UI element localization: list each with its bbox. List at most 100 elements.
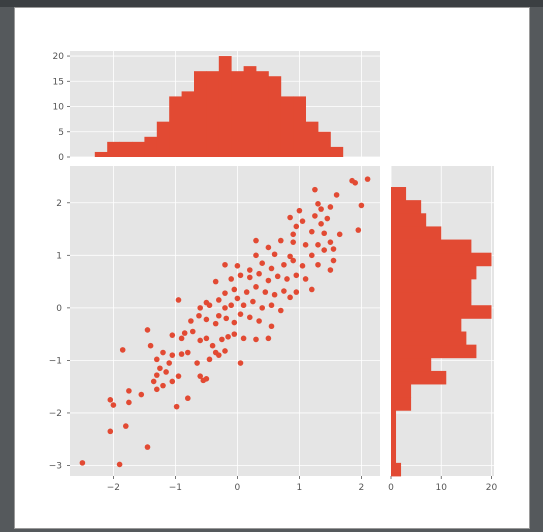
- right-hist-bar: [391, 462, 402, 477]
- scatter-point: [154, 356, 160, 363]
- scatter-point: [256, 270, 262, 277]
- right-hist-bar: [391, 252, 492, 267]
- scatter-point: [160, 382, 166, 389]
- scatter-point: [219, 336, 225, 343]
- scatter-point: [324, 215, 331, 222]
- scatter-point: [281, 288, 287, 294]
- scatter-point: [206, 302, 213, 309]
- top-hist-y-tick-label: 0: [58, 153, 64, 163]
- scatter-point: [197, 373, 203, 379]
- scatter-point: [223, 315, 230, 322]
- scatter-point: [330, 246, 337, 252]
- top-hist-bar: [94, 151, 108, 157]
- scatter-point: [231, 331, 238, 337]
- scatter-point: [79, 460, 86, 466]
- scatter-point: [253, 284, 259, 290]
- scatter-plot: −2 −1 0 1 2 −3 −2 −1 0 1 2: [49, 166, 380, 493]
- scatter-point: [234, 263, 241, 269]
- right-hist-bar: [391, 213, 427, 227]
- scatter-point: [222, 290, 228, 296]
- right-hist-bar: [391, 344, 477, 359]
- scatter-point: [237, 360, 244, 366]
- scatter-point: [231, 286, 238, 293]
- scatter-point: [222, 261, 228, 268]
- scatter-point: [312, 213, 318, 219]
- scatter-point: [287, 214, 293, 221]
- scatter-point: [315, 242, 321, 248]
- scatter-point: [178, 351, 185, 357]
- scatter-point: [299, 218, 306, 224]
- right-hist-bar: [391, 200, 422, 214]
- scatter-point: [107, 428, 114, 435]
- right-hist-x-tick-label: 10: [436, 483, 448, 493]
- scatter-point: [253, 237, 259, 244]
- scatter-point: [228, 302, 234, 309]
- scatter-point: [209, 342, 216, 349]
- scatter-point: [312, 186, 318, 193]
- right-hist-bar: [391, 410, 397, 424]
- scatter-point: [271, 291, 278, 298]
- scatter-point: [216, 352, 222, 358]
- scatter-point: [237, 272, 244, 279]
- scatter-point: [318, 206, 324, 212]
- scatter-point: [222, 305, 228, 311]
- scatter-point: [274, 273, 281, 280]
- scatter-point: [181, 330, 188, 336]
- scatter-point: [216, 312, 222, 319]
- right-hist-bar: [391, 265, 477, 280]
- scatter-y-tick-label: −1: [49, 356, 62, 366]
- scatter-point: [327, 204, 334, 210]
- scatter-x-tick-label: 1: [297, 483, 303, 493]
- scatter-point: [321, 247, 328, 253]
- scatter-point: [107, 397, 114, 403]
- right-hist-x-tick-label: 0: [388, 483, 394, 493]
- scatter-x-tick-label: −2: [107, 483, 120, 493]
- scatter-point: [243, 289, 250, 295]
- top-hist-bar: [256, 71, 269, 157]
- window-top-bar: [0, 0, 543, 7]
- scatter-point: [222, 348, 228, 354]
- scatter-point: [287, 253, 293, 260]
- scatter-point: [154, 386, 160, 393]
- scatter-y-tick-label: 2: [56, 199, 62, 209]
- scatter-point: [197, 337, 203, 344]
- right-hist-bar: [391, 436, 397, 451]
- scatter-point: [203, 335, 210, 342]
- top-hist-bar: [119, 141, 133, 157]
- scatter-y-tick-label: 1: [56, 251, 62, 261]
- scatter-point: [256, 318, 262, 324]
- scatter-point: [287, 294, 293, 301]
- scatter-point: [284, 276, 290, 282]
- scatter-point: [144, 444, 151, 450]
- scatter-point: [203, 316, 210, 323]
- scatter-point: [157, 365, 163, 372]
- scatter-x-tick-label: 2: [359, 483, 365, 493]
- scatter-point: [349, 177, 355, 184]
- scatter-point: [268, 302, 275, 309]
- scatter-point: [188, 318, 194, 324]
- right-hist-bar: [391, 226, 442, 240]
- scatter-point: [150, 378, 157, 385]
- scatter-point: [259, 260, 266, 267]
- scatter-point: [278, 237, 284, 244]
- right-hist-bar: [391, 357, 432, 372]
- scatter-y-tick-label: −2: [49, 409, 62, 419]
- scatter-point: [200, 377, 207, 384]
- top-hist-y-tick-label: 10: [53, 103, 65, 113]
- scatter-point: [321, 230, 328, 237]
- scatter-point: [364, 176, 371, 182]
- top-hist-bar: [132, 141, 145, 157]
- top-hist-bar: [181, 91, 195, 157]
- scatter-point: [293, 289, 300, 295]
- top-hist-bar: [268, 76, 282, 157]
- scatter-point: [299, 263, 306, 269]
- scatter-point: [160, 349, 166, 356]
- top-hist-y-tick-label: 5: [58, 128, 64, 138]
- scatter-point: [290, 231, 297, 238]
- scatter-point: [185, 349, 191, 356]
- scatter-point: [234, 295, 241, 302]
- right-hist-bar: [391, 449, 397, 464]
- top-hist-y-tick-label: 15: [53, 77, 64, 87]
- scatter-point: [194, 360, 200, 366]
